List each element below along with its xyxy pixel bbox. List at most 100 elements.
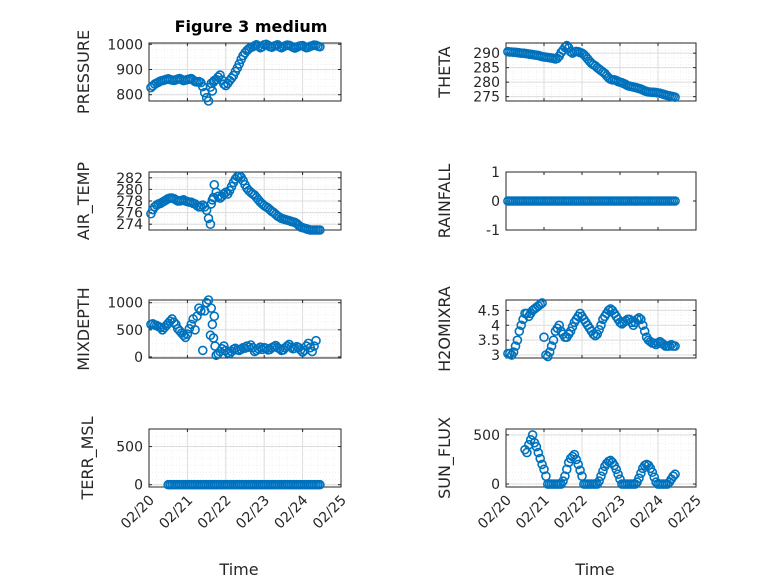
y-tick-label: 290 [473, 46, 500, 62]
y-tick-label: -1 [486, 223, 500, 239]
data-point [670, 469, 680, 480]
data-point [670, 92, 680, 103]
y-tick-label: 500 [473, 428, 500, 444]
y-tick-label: 0 [134, 478, 143, 494]
data-point [565, 326, 576, 337]
y-axis-label: AIR_TEMP [74, 162, 94, 240]
data-point [307, 346, 318, 357]
data-point [544, 347, 555, 357]
data-point [567, 321, 578, 332]
data-point [203, 295, 214, 305]
data-point [636, 314, 646, 325]
y-tick-label: 0 [491, 194, 500, 210]
data-point [636, 468, 646, 479]
data-point [537, 459, 547, 470]
series-markers [146, 295, 321, 361]
y-tick-label: 274 [116, 217, 143, 233]
data-point [634, 313, 644, 323]
y-tick-label: 280 [116, 182, 143, 198]
y-tick-label: 500 [116, 440, 143, 456]
y-axis-label: THETA [435, 46, 454, 98]
data-point [594, 324, 604, 335]
data-point [571, 454, 582, 465]
data-point [309, 341, 319, 351]
data-point [209, 311, 220, 322]
subplot-mixdepth: 0 500 1000 MIXDEPTH [74, 287, 342, 371]
data-point [508, 347, 519, 357]
data-point [670, 341, 680, 351]
data-point [542, 351, 553, 362]
subplot-rainfall: -1 0 1 RAINFALL [435, 164, 697, 239]
data-point [205, 219, 216, 229]
data-point [569, 449, 580, 460]
data-point [575, 465, 585, 476]
data-point [592, 329, 603, 340]
data-point [647, 467, 658, 478]
data-point [315, 41, 325, 52]
y-tick-label: 280 [473, 75, 500, 91]
y-axis-label: RAINFALL [435, 164, 454, 239]
data-point [196, 306, 206, 316]
y-tick-label: 0 [491, 477, 500, 493]
series-markers [503, 40, 680, 103]
data-point [315, 479, 325, 490]
series-markers [146, 171, 325, 235]
data-point [190, 325, 200, 335]
data-point [611, 464, 622, 475]
series-markers [146, 39, 325, 106]
y-tick-label: 4 [491, 318, 500, 334]
y-tick-label: 282 [116, 171, 143, 187]
y-tick-label: 900 [116, 62, 143, 78]
data-point [596, 471, 606, 481]
data-point [537, 298, 547, 308]
axes-box [505, 42, 697, 102]
data-point [632, 314, 642, 325]
y-tick-label: 285 [473, 61, 500, 77]
y-tick-label: 275 [473, 90, 500, 106]
data-point [234, 59, 245, 69]
y-tick-label: 800 [116, 88, 143, 104]
data-point [598, 466, 608, 477]
data-point [546, 341, 557, 351]
data-point [596, 320, 606, 331]
y-axis-label: H2OMIXRA [435, 286, 454, 372]
data-point [637, 320, 648, 331]
data-point [573, 459, 584, 470]
data-point [178, 330, 189, 341]
data-point [668, 471, 679, 481]
data-point [670, 196, 680, 206]
y-axis-label: MIXDEPTH [74, 287, 93, 370]
data-point [184, 323, 195, 334]
y-tick-label: 278 [116, 194, 143, 210]
axes-box [148, 42, 342, 102]
data-point [664, 341, 675, 351]
data-point [554, 320, 565, 331]
data-point [516, 320, 527, 331]
data-point [213, 191, 223, 202]
y-tick-label: 4.5 [478, 303, 500, 319]
data-point [206, 199, 217, 209]
y-axis-label: TERR_MSL [78, 416, 98, 500]
data-point [558, 476, 568, 486]
data-point [206, 303, 217, 313]
y-tick-label: 1000 [107, 37, 143, 53]
y-tick-label: 500 [116, 323, 143, 339]
y-tick-label: 276 [116, 206, 143, 222]
y-tick-label: 3.5 [478, 333, 500, 349]
data-point [182, 329, 193, 339]
x-axis-label: Time [574, 560, 614, 579]
y-tick-label: 1000 [107, 296, 143, 312]
data-point [510, 341, 521, 351]
y-axis-label: PRESSURE [74, 30, 93, 114]
y-axis-label: SUN_FLUX [435, 417, 455, 499]
data-point [533, 447, 544, 458]
subplot-pressure: 800 900 1000 PRESSURE [74, 30, 342, 114]
y-tick-label: 0 [134, 350, 143, 366]
data-point [634, 473, 644, 483]
data-point [197, 345, 208, 356]
data-point [639, 326, 650, 337]
data-point [290, 343, 300, 354]
y-tick-label: 3 [491, 348, 500, 364]
